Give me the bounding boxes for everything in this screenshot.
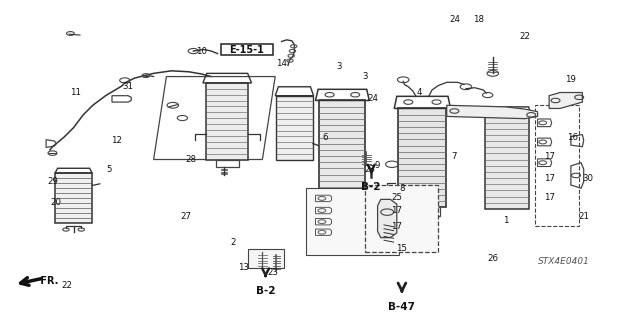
Text: 3: 3 (362, 72, 367, 81)
Text: B-47: B-47 (388, 302, 415, 312)
Bar (326, 199, 358, 207)
Text: 27: 27 (180, 212, 191, 221)
Bar (55, 173, 92, 223)
Text: 12: 12 (111, 136, 122, 145)
Text: 21: 21 (578, 212, 589, 221)
Bar (535, 105, 579, 226)
Text: 9: 9 (375, 161, 380, 170)
Text: 2: 2 (231, 238, 236, 247)
Text: STX4E0401: STX4E0401 (538, 257, 589, 266)
Text: 17: 17 (391, 222, 403, 231)
Text: 24: 24 (367, 94, 378, 103)
Text: 23: 23 (364, 165, 376, 174)
Text: 26: 26 (487, 254, 499, 263)
Text: E-15-1: E-15-1 (229, 45, 264, 55)
Text: B-2: B-2 (256, 286, 275, 295)
Bar (398, 108, 447, 207)
Text: 17: 17 (543, 174, 555, 183)
Text: 17: 17 (543, 193, 555, 202)
Text: 25: 25 (391, 193, 403, 202)
Bar (248, 249, 284, 268)
Text: 23: 23 (268, 268, 279, 277)
Text: 4: 4 (417, 88, 422, 97)
Polygon shape (378, 199, 397, 238)
Text: 17: 17 (391, 206, 403, 215)
Bar (306, 188, 399, 255)
Text: 10: 10 (196, 47, 207, 56)
Text: 1: 1 (503, 216, 508, 225)
Text: 28: 28 (185, 155, 196, 164)
Polygon shape (549, 93, 582, 108)
Text: 15: 15 (396, 244, 408, 253)
Text: 5: 5 (106, 165, 111, 174)
Text: 11: 11 (70, 88, 81, 97)
Bar (404, 207, 440, 216)
Text: 13: 13 (237, 263, 249, 272)
Text: 14: 14 (276, 59, 287, 68)
Text: B-2: B-2 (362, 182, 381, 192)
Text: FR.: FR. (37, 276, 58, 286)
Polygon shape (447, 105, 538, 119)
Bar (365, 185, 438, 252)
Bar (485, 116, 529, 209)
Text: 6: 6 (323, 133, 328, 142)
Bar (276, 96, 313, 160)
Text: 31: 31 (122, 82, 134, 91)
Text: 19: 19 (566, 75, 576, 84)
Text: 24: 24 (449, 15, 460, 24)
Bar (216, 160, 239, 167)
Text: 22: 22 (61, 281, 73, 290)
Text: 22: 22 (519, 32, 531, 41)
Text: 7: 7 (452, 152, 457, 161)
Text: 8: 8 (399, 184, 404, 193)
Text: 16: 16 (567, 133, 579, 142)
Bar (319, 100, 365, 199)
Text: 18: 18 (473, 15, 484, 24)
Text: 20: 20 (51, 198, 62, 207)
Text: 3: 3 (337, 63, 342, 71)
Text: 29: 29 (47, 177, 58, 186)
Text: 30: 30 (582, 174, 593, 183)
Bar (206, 83, 248, 160)
Text: 17: 17 (543, 152, 555, 161)
